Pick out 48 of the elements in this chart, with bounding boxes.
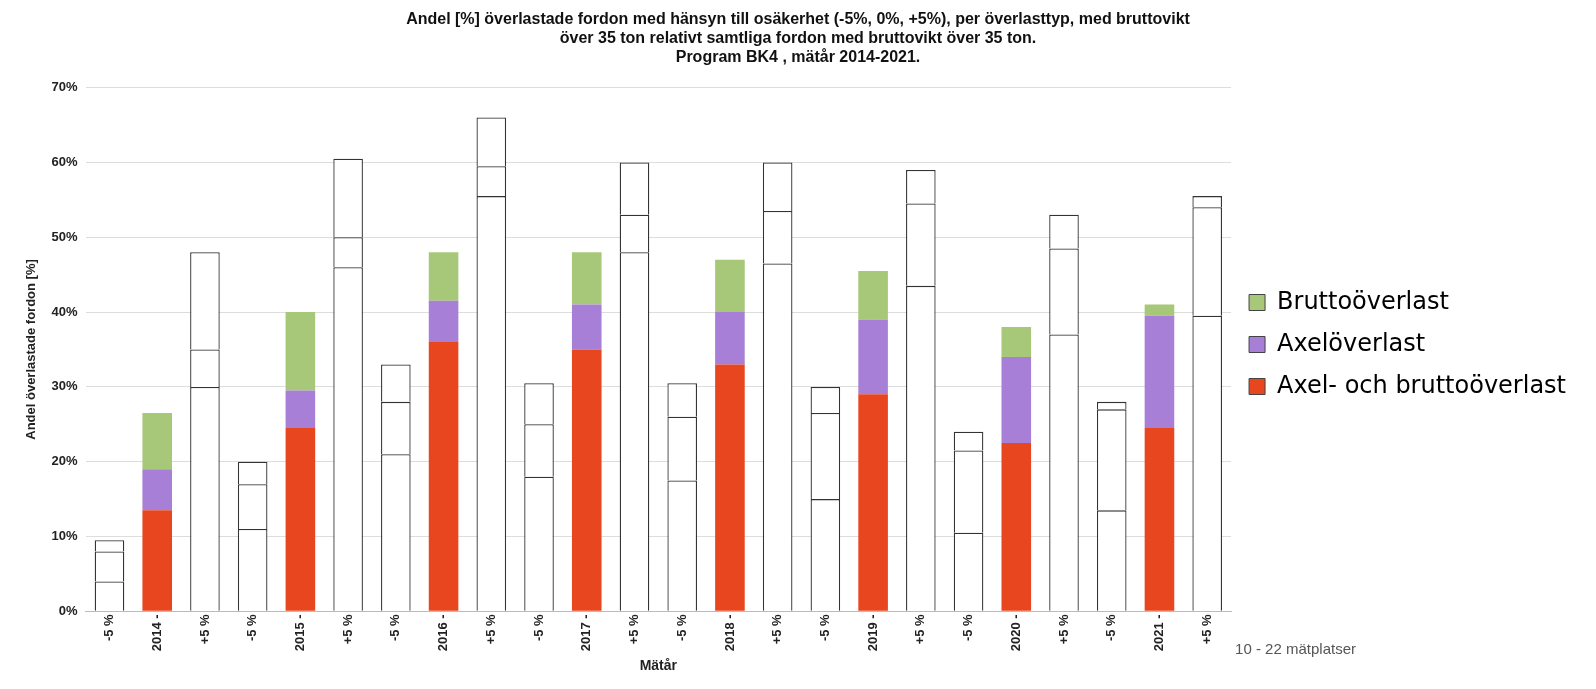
x-tick-label: -5 %	[101, 613, 117, 642]
x-axis-title: Mätår	[639, 657, 678, 674]
x-tick-label: -5 %	[816, 613, 832, 642]
y-tick-label: 60%	[51, 154, 79, 169]
bar	[142, 413, 172, 470]
x-tick-label: -5 %	[244, 613, 260, 642]
bar	[142, 469, 172, 511]
y-tick-label: 50%	[51, 228, 79, 244]
y-axis-title: Andel överlastade fordon [%]	[23, 259, 39, 440]
x-tick-label: -5 %	[1103, 613, 1119, 642]
bar	[858, 319, 888, 395]
bar	[142, 510, 172, 611]
y-tick-label: 10%	[51, 528, 79, 544]
bar	[715, 259, 745, 313]
x-tick-label: -5 %	[387, 613, 403, 642]
y-tick-label: 70%	[51, 79, 79, 95]
x-tick-label: 2019 -	[864, 614, 880, 652]
y-tick-label: 30%	[51, 378, 79, 394]
chart-title: Andel [%] överlastade fordon med hänsyn till osäkerhet (-5%, 0%, +5%), per överlasttyp, med bruttovikt över 35 ton relativt samtliga fordon med bruttovikt över 35 ton. Program BK4 , mätår 2014-2021.	[406, 10, 1191, 66]
bar	[858, 270, 888, 320]
text: 10 - 22 mätplatser	[1235, 640, 1356, 657]
x-tick-label: +5 %	[196, 613, 212, 645]
legend-label: Axelöverlast	[1277, 328, 1426, 357]
x-tick-label: +5 %	[1055, 613, 1071, 645]
x-tick-label: 2018 -	[721, 614, 737, 652]
x-tick-label: -5 %	[673, 613, 689, 642]
x-tick-label: 2017 -	[578, 614, 594, 652]
x-tick-label: 2021 -	[1151, 614, 1167, 652]
x-tick-label: +5 %	[626, 613, 642, 645]
x-tick-label: -5 %	[530, 613, 546, 642]
x-tick-label: 2016 -	[435, 614, 451, 652]
x-tick-label: +5 %	[1198, 613, 1214, 645]
x-tick-label: +5 %	[339, 613, 355, 645]
x-tick-label: -5 %	[960, 613, 976, 642]
x-tick-label: 2020 -	[1007, 614, 1023, 652]
bar	[858, 394, 888, 611]
x-tick-label: 2014 -	[148, 614, 164, 652]
x-tick-label: 2015 -	[291, 614, 307, 652]
bar	[715, 364, 745, 611]
legend-label: Axel- och bruttoöverlast	[1277, 370, 1566, 399]
y-tick-label: 40%	[51, 303, 79, 319]
x-tick-label: +5 %	[769, 613, 785, 645]
legend-label: Bruttoöverlast	[1277, 286, 1449, 315]
x-tick-label: +5 %	[912, 613, 928, 645]
x-tick-label: +5 %	[482, 613, 498, 645]
y-tick-label: 20%	[51, 453, 79, 469]
y-tick-label: 0%	[58, 602, 79, 618]
bar	[715, 312, 745, 365]
